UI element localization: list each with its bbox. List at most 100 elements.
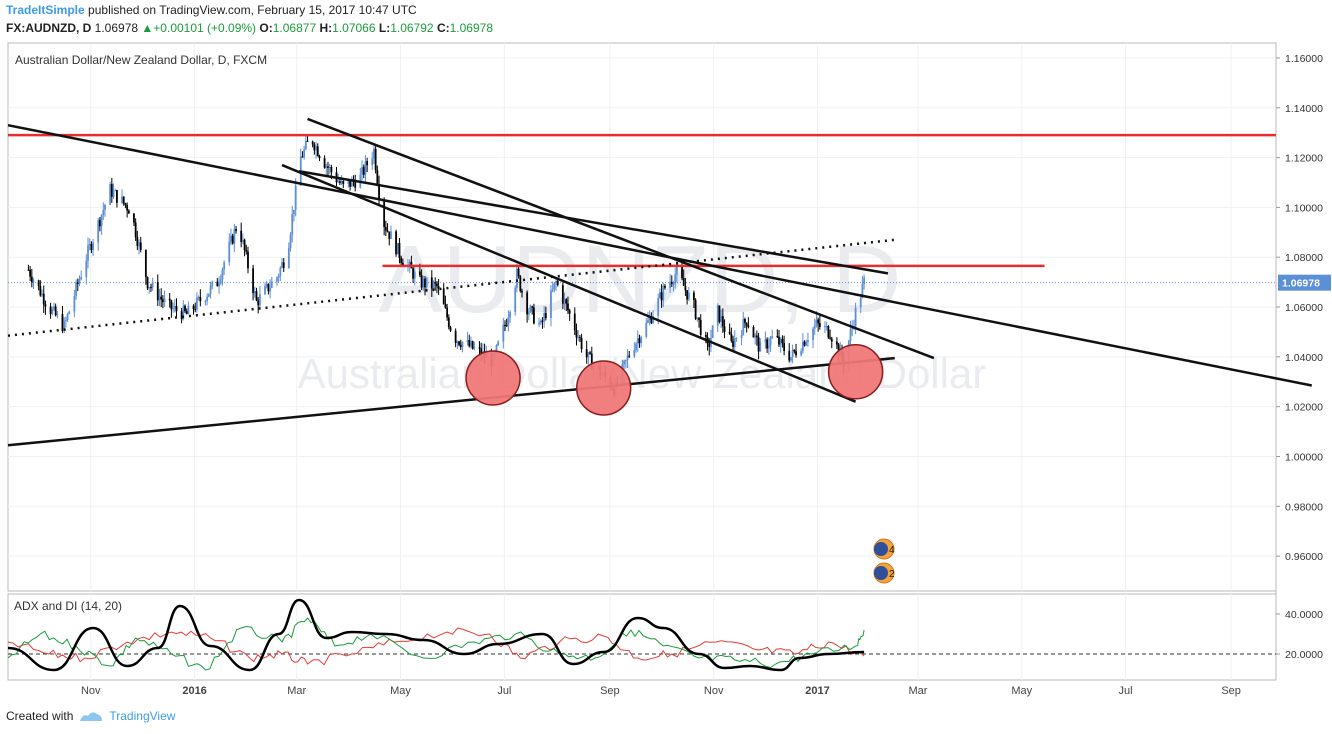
candle-body: [628, 355, 631, 357]
candle-body: [337, 181, 340, 183]
candle-body: [350, 179, 353, 187]
candle-body: [589, 352, 591, 354]
dotted-trend-line: [7, 238, 895, 337]
candle-body: [364, 161, 367, 175]
candle-body: [718, 305, 721, 322]
candle-body: [516, 268, 518, 288]
candle-body: [361, 167, 363, 175]
candle-body: [555, 280, 557, 284]
price-tick-label: 1.14000: [1285, 103, 1323, 115]
time-tick-label: Jul: [1119, 685, 1133, 697]
candle-body: [253, 291, 256, 294]
candle-body: [458, 341, 460, 345]
candle-body: [567, 303, 569, 311]
candle-body: [53, 306, 55, 309]
adx-line: [7, 598, 865, 672]
candle-body: [521, 291, 523, 293]
candle-body: [138, 242, 140, 247]
candle-body: [502, 324, 505, 342]
time-tick-label: Nov: [704, 685, 724, 697]
candle-body: [265, 283, 268, 287]
tradingview-link[interactable]: TradingView: [109, 709, 176, 723]
candle-body: [728, 331, 731, 335]
candle-body: [325, 166, 328, 168]
time-tick-label: May: [390, 685, 411, 697]
candle-body: [623, 360, 626, 365]
candle-body: [240, 230, 243, 242]
candle-body: [708, 343, 711, 347]
price-tick-label: 1.00000: [1285, 451, 1323, 463]
highlight-circle: [575, 360, 632, 416]
candle-body: [686, 290, 689, 300]
candle-body: [442, 288, 445, 305]
candle-body: [793, 349, 796, 352]
candle-body: [99, 220, 101, 227]
candle-body: [541, 320, 544, 322]
candle-body: [687, 292, 690, 300]
candle-body: [626, 355, 629, 361]
candle-body: [553, 283, 556, 290]
candle-body: [172, 308, 174, 310]
candle-body: [817, 319, 820, 324]
candle-body: [378, 184, 380, 200]
candle-body: [514, 287, 517, 312]
candle-body: [766, 339, 768, 349]
candle-body: [827, 326, 830, 338]
candle-body: [293, 209, 295, 215]
candle-body: [104, 204, 106, 210]
candle-body: [303, 148, 306, 158]
candle-body: [575, 330, 578, 338]
candle-body: [650, 317, 653, 323]
candle-body: [247, 251, 249, 269]
event-marker-count: 4: [889, 545, 895, 556]
low-label: L:: [378, 21, 391, 35]
candle-body: [446, 307, 449, 318]
candle-body: [640, 336, 643, 344]
high-value: 1.07066: [332, 21, 376, 35]
candle-body: [313, 144, 316, 151]
candle-body: [327, 166, 329, 168]
candle-body: [78, 279, 81, 284]
candle-body: [192, 305, 195, 309]
candle-body: [781, 338, 784, 343]
candle-body: [151, 282, 154, 288]
candle-body: [863, 277, 866, 284]
publish-line: TradeItSimple published on TradingView.c…: [6, 3, 417, 17]
candle-body: [175, 306, 178, 312]
candle-body: [144, 249, 147, 278]
candle-body: [424, 278, 426, 288]
candle-body: [543, 313, 546, 322]
candle-body: [269, 287, 272, 292]
candle-body: [801, 341, 804, 352]
candle-body: [432, 282, 435, 289]
candle-body: [436, 283, 438, 287]
candle-body: [577, 337, 580, 339]
candle-body: [580, 338, 583, 350]
candle-body: [556, 280, 559, 286]
candle-body: [163, 298, 166, 303]
candle-body: [102, 209, 105, 215]
candle-body: [526, 292, 529, 315]
candle-body: [430, 277, 433, 289]
candle-body: [133, 213, 135, 223]
candle-body: [56, 314, 59, 316]
price-chart[interactable]: Nov 2016 Mar May Jul Sep Nov 2017 Mar May Jul Sep 1.…: [0, 0, 1332, 705]
candle-body: [218, 282, 220, 287]
candle-body: [733, 338, 736, 347]
author-link[interactable]: TradeItSimple: [6, 3, 85, 17]
candle-body: [270, 281, 273, 288]
candle-body: [466, 340, 469, 342]
candle-body: [29, 269, 32, 277]
candle-body: [180, 311, 183, 320]
candle-body: [134, 222, 137, 238]
candle-body: [51, 308, 54, 314]
candle-body: [716, 305, 719, 326]
candle-body: [287, 247, 290, 269]
candle-body: [27, 269, 30, 271]
price-tick-label: 1.12000: [1285, 153, 1323, 165]
candle-body: [420, 275, 423, 288]
candle-body: [252, 268, 254, 294]
plus-di-line: [7, 617, 865, 671]
candle-body: [185, 311, 188, 315]
candle-body: [413, 271, 416, 279]
